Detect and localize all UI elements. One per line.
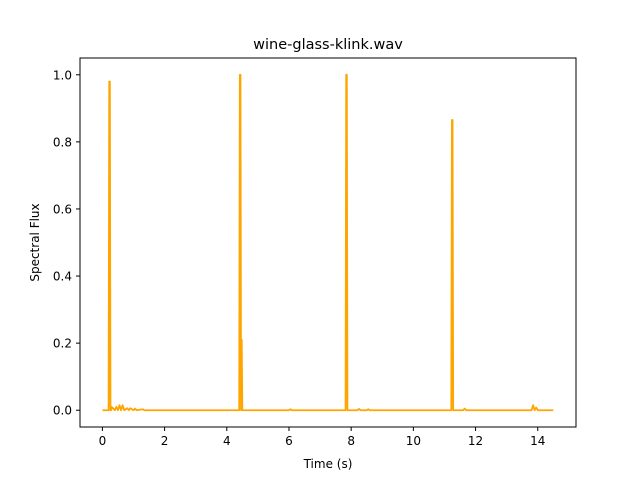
y-tick-label: 0.6 — [53, 202, 72, 216]
series-line-0 — [102, 73, 554, 412]
plot-area — [79, 57, 577, 428]
x-tick-label: 8 — [347, 434, 355, 448]
y-tick-label: 0.2 — [53, 337, 72, 351]
y-tick-label: 0.0 — [53, 404, 72, 418]
x-tick-label: 2 — [161, 434, 169, 448]
x-axis: 0 2 4 6 8 10 12 14 — [99, 427, 545, 448]
y-tick-label: 1.0 — [53, 68, 72, 82]
y-axis-label: Spectral Flux — [28, 203, 42, 281]
chart-title: wine-glass-klink.wav — [253, 37, 403, 53]
x-tick-label: 6 — [285, 434, 293, 448]
x-tick-label: 12 — [468, 434, 483, 448]
y-tick-label: 0.8 — [53, 135, 72, 149]
x-tick-label: 10 — [406, 434, 421, 448]
x-tick-label: 0 — [99, 434, 107, 448]
x-tick-label: 4 — [223, 434, 231, 448]
y-axis: 0.0 0.2 0.4 0.6 0.8 1.0 — [53, 68, 80, 418]
y-tick-label: 0.4 — [53, 270, 72, 284]
x-tick-label: 14 — [530, 434, 545, 448]
axes-frame — [79, 57, 577, 428]
x-axis-label: Time (s) — [303, 457, 353, 471]
series-layer — [102, 73, 554, 412]
